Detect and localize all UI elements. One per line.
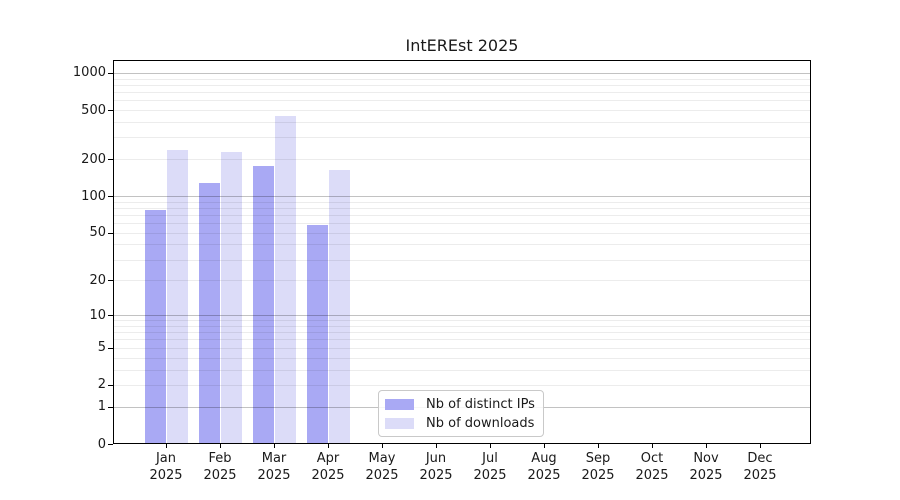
x-tick-mark-mar xyxy=(274,444,275,448)
gridline-20 xyxy=(114,280,810,281)
gridline-2 xyxy=(114,385,810,386)
x-tick-label-dec: Dec 2025 xyxy=(743,451,777,483)
x-tick-label-jul: Jul 2025 xyxy=(473,451,507,483)
legend: Nb of distinct IPs Nb of downloads xyxy=(378,390,544,437)
y-tick-mark-2 xyxy=(108,385,113,386)
y-tick-mark-500 xyxy=(108,110,113,111)
y-tick-label-200: 200 xyxy=(81,152,106,167)
x-tick-mark-jan xyxy=(166,444,167,448)
y-tick-label-100: 100 xyxy=(81,189,106,204)
gridline-200 xyxy=(114,159,810,160)
gridline-500 xyxy=(114,110,810,111)
bar-apr-distinct-ips xyxy=(307,225,328,443)
y-tick-mark-1 xyxy=(108,407,113,408)
x-tick-mark-oct xyxy=(652,444,653,448)
x-tick-label-oct: Oct 2025 xyxy=(635,451,669,483)
x-tick-label-mar: Mar 2025 xyxy=(257,451,291,483)
gridline-8 xyxy=(114,326,810,327)
gridline-60 xyxy=(114,223,810,224)
gridline-1000 xyxy=(114,73,810,74)
y-tick-label-0: 0 xyxy=(97,437,106,452)
gridline-3 xyxy=(114,370,810,371)
gridline-800 xyxy=(114,85,810,86)
y-tick-label-1: 1 xyxy=(97,399,106,414)
x-tick-mark-aug xyxy=(544,444,545,448)
bar-jan-downloads xyxy=(167,150,188,443)
legend-label-downloads: Nb of downloads xyxy=(426,415,535,431)
x-tick-label-jan: Jan 2025 xyxy=(149,451,183,483)
plot-area xyxy=(113,60,811,444)
x-tick-label-jun: Jun 2025 xyxy=(419,451,453,483)
gridline-40 xyxy=(114,244,810,245)
legend-swatch-downloads-icon xyxy=(385,417,414,429)
legend-swatch-distinct-ips-icon xyxy=(385,398,414,410)
y-tick-label-50: 50 xyxy=(89,225,106,240)
gridline-900 xyxy=(114,79,810,80)
y-tick-mark-1000 xyxy=(108,73,113,74)
x-tick-mark-jul xyxy=(490,444,491,448)
x-tick-label-may: May 2025 xyxy=(365,451,399,483)
bar-feb-distinct-ips xyxy=(199,183,220,443)
x-tick-label-nov: Nov 2025 xyxy=(689,451,723,483)
x-tick-label-sep: Sep 2025 xyxy=(581,451,615,483)
x-tick-mark-dec xyxy=(760,444,761,448)
y-tick-mark-50 xyxy=(108,233,113,234)
y-tick-label-10: 10 xyxy=(89,308,106,323)
gridline-700 xyxy=(114,92,810,93)
gridline-70 xyxy=(114,215,810,216)
y-tick-mark-20 xyxy=(108,280,113,281)
x-tick-mark-jun xyxy=(436,444,437,448)
bar-jan-distinct-ips xyxy=(145,210,166,443)
y-tick-label-5: 5 xyxy=(97,340,106,355)
gridline-300 xyxy=(114,137,810,138)
gridline-7 xyxy=(114,332,810,333)
legend-item-distinct-ips: Nb of distinct IPs xyxy=(385,397,537,412)
gridline-400 xyxy=(114,122,810,123)
bar-feb-downloads xyxy=(221,152,242,443)
x-tick-label-apr: Apr 2025 xyxy=(311,451,345,483)
y-tick-label-1000: 1000 xyxy=(72,65,106,80)
x-tick-mark-apr xyxy=(328,444,329,448)
gridline-4 xyxy=(114,358,810,359)
y-tick-mark-10 xyxy=(108,315,113,316)
y-tick-mark-200 xyxy=(108,159,113,160)
chart-title: IntEREst 2025 xyxy=(405,36,519,55)
y-tick-label-2: 2 xyxy=(97,377,106,392)
legend-label-distinct-ips: Nb of distinct IPs xyxy=(426,396,535,412)
gridline-5 xyxy=(114,348,810,349)
y-tick-label-500: 500 xyxy=(81,103,106,118)
x-tick-mark-may xyxy=(382,444,383,448)
gridline-6 xyxy=(114,339,810,340)
y-tick-mark-5 xyxy=(108,348,113,349)
gridline-600 xyxy=(114,100,810,101)
gridline-10 xyxy=(114,315,810,316)
y-tick-mark-100 xyxy=(108,196,113,197)
gridline-100 xyxy=(114,196,810,197)
x-tick-label-feb: Feb 2025 xyxy=(203,451,237,483)
gridline-50 xyxy=(114,233,810,234)
y-tick-mark-0 xyxy=(108,444,113,445)
bar-mar-downloads xyxy=(275,116,296,443)
gridline-90 xyxy=(114,202,810,203)
bar-mar-distinct-ips xyxy=(253,166,274,443)
gridline-9 xyxy=(114,320,810,321)
x-tick-mark-sep xyxy=(598,444,599,448)
y-tick-label-20: 20 xyxy=(89,273,106,288)
gridline-30 xyxy=(114,260,810,261)
x-tick-label-aug: Aug 2025 xyxy=(527,451,561,483)
legend-item-downloads: Nb of downloads xyxy=(385,416,537,431)
x-tick-mark-feb xyxy=(220,444,221,448)
bar-apr-downloads xyxy=(329,170,350,443)
gridline-80 xyxy=(114,208,810,209)
x-tick-mark-nov xyxy=(706,444,707,448)
